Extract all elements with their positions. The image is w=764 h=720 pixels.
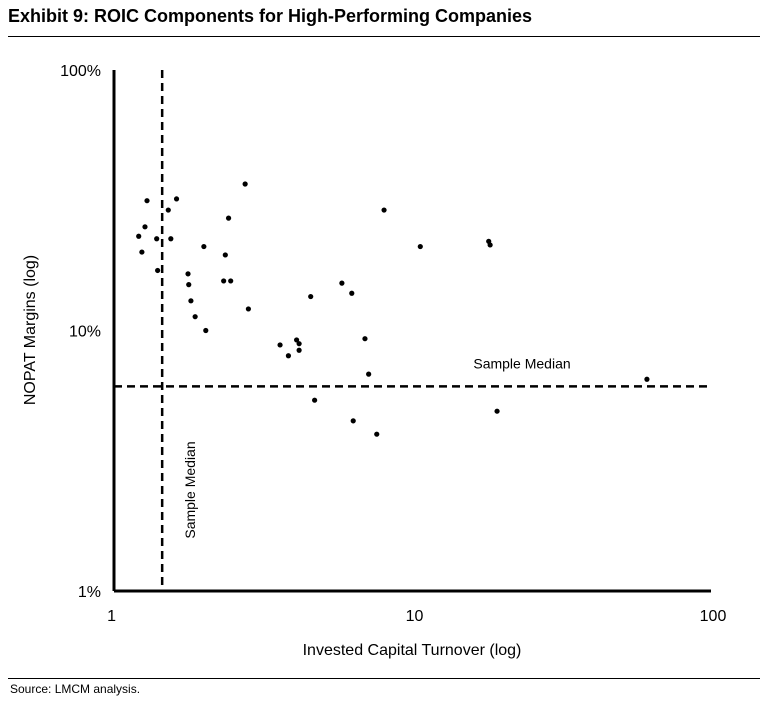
y-median-label: Sample Median <box>473 355 570 371</box>
data-point <box>296 347 302 353</box>
x-tick-label: 100 <box>700 608 727 625</box>
data-point <box>136 233 142 239</box>
data-point <box>339 280 345 286</box>
data-point <box>168 236 174 242</box>
x-tick-label: 1 <box>107 608 116 625</box>
data-point <box>139 249 145 255</box>
data-point <box>245 306 251 312</box>
chart-title: Exhibit 9: ROIC Components for High-Perf… <box>8 6 533 26</box>
data-point <box>277 342 283 348</box>
data-point <box>188 298 194 304</box>
data-point <box>192 314 198 320</box>
data-point <box>203 327 209 334</box>
data-point <box>154 236 160 242</box>
data-point <box>350 418 356 424</box>
data-point <box>381 207 387 213</box>
source-note: Source: LMCM analysis. <box>10 682 141 696</box>
footer-divider <box>8 678 760 679</box>
title-divider <box>8 36 760 37</box>
data-point <box>185 271 191 277</box>
data-point <box>142 224 148 230</box>
data-point <box>293 337 300 343</box>
data-point <box>155 267 161 274</box>
y-tick-label: 1% <box>78 584 101 601</box>
y-tick-label: 100% <box>60 63 101 80</box>
data-point <box>228 278 234 284</box>
data-point <box>186 282 192 288</box>
data-point <box>165 207 171 213</box>
data-point <box>296 341 302 347</box>
data-point <box>222 252 228 258</box>
data-point <box>312 397 318 403</box>
x-median-label: Sample Median <box>182 441 198 538</box>
data-point <box>366 371 372 377</box>
data-point <box>417 243 423 250</box>
data-point <box>225 215 232 221</box>
data-point <box>285 353 292 359</box>
data-point <box>349 290 355 296</box>
data-point <box>644 376 650 382</box>
data-point <box>362 336 368 342</box>
data-point <box>173 196 180 202</box>
data-point <box>494 408 500 414</box>
data-point <box>308 293 314 300</box>
data-point <box>487 242 493 248</box>
x-tick-label: 10 <box>406 608 424 625</box>
data-point <box>242 181 248 187</box>
data-point <box>374 431 380 437</box>
y-axis-label: NOPAT Margins (log) <box>22 255 39 405</box>
data-point <box>201 243 207 250</box>
y-tick-label: 10% <box>69 324 101 341</box>
x-axis-label: Invested Capital Turnover (log) <box>303 642 522 659</box>
data-point <box>144 198 150 204</box>
data-point <box>221 278 227 284</box>
